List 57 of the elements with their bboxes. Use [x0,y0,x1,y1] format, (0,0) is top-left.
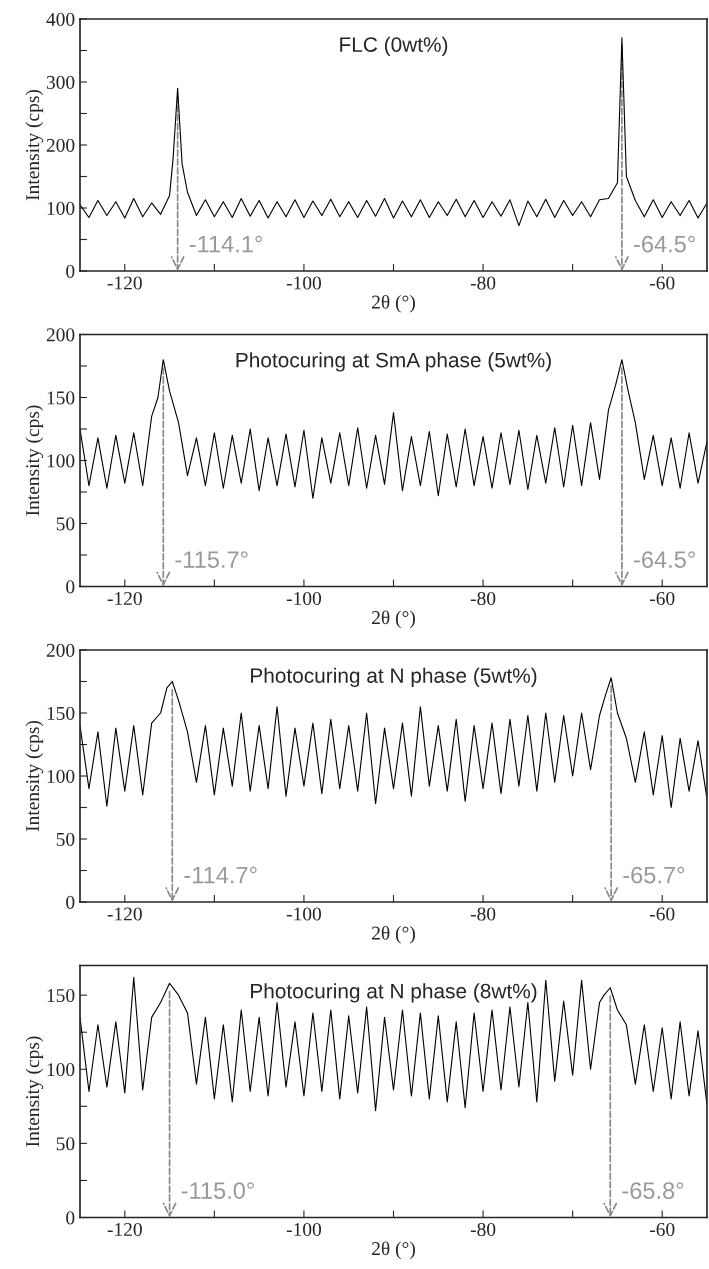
text: Photocuring at N phase (5wt%) [251,667,537,688]
text: FLC (0wt%) [340,36,448,57]
annotation: -115.7° [175,551,248,568]
y-axis-title: Intensity (cps) [25,89,44,201]
annotation: -115.0° [181,1182,254,1199]
y-tick-label: 400 [46,12,75,26]
x-tick-label: -100 [286,276,322,290]
y-tick-label: 150 [47,988,75,1003]
x-axis-title: 2θ (°) [372,1241,415,1260]
y-tick-label: 100 [47,454,75,468]
y-tick-label: 100 [47,201,75,215]
x-tick-label: -60 [649,1222,675,1237]
text: Photocuring at N phase (8wt%) [251,983,537,1003]
y-tick-label: 50 [56,517,75,531]
x-axis-title: 2θ (°) [372,610,415,629]
y-tick-label: 200 [46,328,75,342]
line-series [80,976,707,1112]
annotation: -65.8° [622,1182,684,1199]
y-tick-label: 100 [47,1063,75,1077]
line-series [80,37,707,227]
x-tick-label: -60 [649,591,675,606]
x-tick-label: -80 [470,591,496,606]
y-tick-label: 50 [56,832,75,846]
annotation: -114.7° [184,866,257,884]
x-tick-label: -100 [286,907,322,921]
y-tick-label: 200 [46,643,75,657]
y-tick-label: 150 [47,706,75,720]
x-tick-label: -100 [286,1222,322,1237]
x-tick-label: -120 [107,1222,142,1237]
y-axis-title: Intensity (cps) [25,720,44,832]
y-tick-label: 0 [66,1211,75,1225]
annotation: -114.1° [189,235,262,253]
y-tick-label: 0 [66,580,75,594]
y-tick-label: 300 [46,75,75,89]
y-tick-label: 200 [46,138,75,152]
y-tick-label: 0 [66,895,75,909]
y-tick-label: 50 [56,1137,75,1151]
annotation: -64.5° [634,551,695,568]
x-tick-label: -60 [649,276,675,290]
y-tick-label: 150 [47,391,75,405]
x-axis-title: 2θ (°) [372,294,415,313]
x-tick-label: -120 [107,276,142,290]
y-axis-title: Intensity (cps) [25,405,44,516]
x-tick-label: -80 [470,907,496,921]
x-tick-label: -80 [470,276,496,290]
x-axis-title: 2θ (°) [372,925,415,944]
x-tick-label: -60 [649,907,675,921]
y-axis-title: Intensity (cps) [25,1036,44,1147]
y-tick-label: 100 [47,769,75,783]
annotation: -64.5° [634,235,695,253]
x-tick-label: -120 [107,591,142,606]
annotation: -65.7° [623,866,685,884]
y-tick-label: 0 [66,264,75,278]
text: Photocuring at SmA phase (5wt%) [236,352,551,372]
x-tick-label: -100 [286,591,322,606]
x-tick-label: -120 [107,907,142,921]
x-tick-label: -80 [470,1222,496,1237]
